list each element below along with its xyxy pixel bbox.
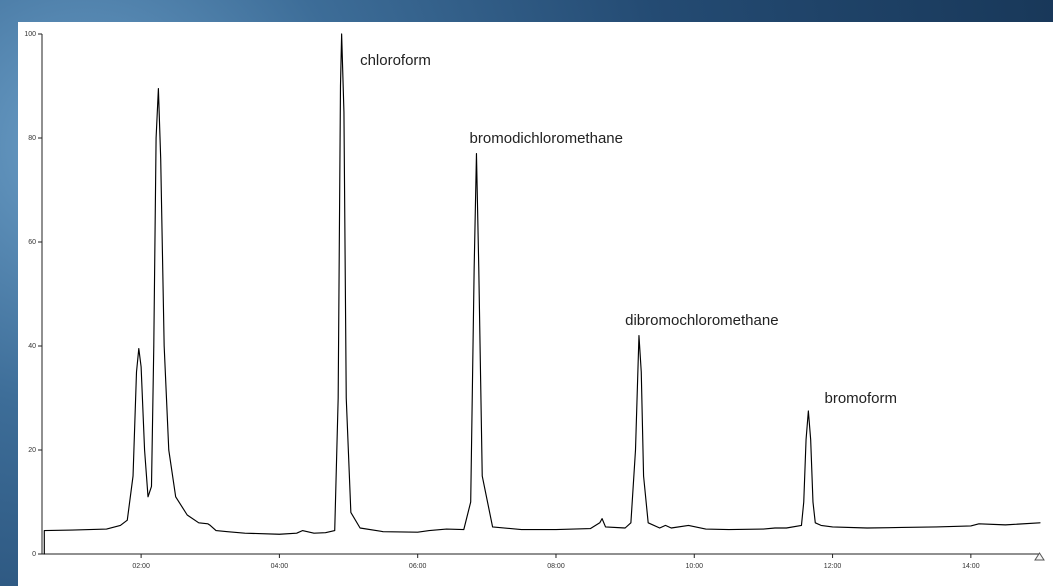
x-tick-label: 06:00 [409,563,427,570]
peak-label-1: bromodichloromethane [470,130,623,147]
x-tick-label: 12:00 [824,563,842,570]
x-tick-label: 14:00 [962,563,980,570]
x-tick-label: 04:00 [271,563,289,570]
peak-label-3: bromoform [824,390,897,407]
triangle-marker-icon [1034,552,1045,561]
y-tick-label: 20 [28,447,36,454]
y-tick-label: 60 [28,239,36,246]
peak-label-2: dibromochloromethane [625,312,778,329]
y-tick-label: 100 [24,31,36,38]
y-tick-label: 0 [32,551,36,558]
x-tick-label: 08:00 [547,563,565,570]
y-tick-label: 40 [28,343,36,350]
chart-panel [18,22,1053,586]
y-tick-label: 80 [28,135,36,142]
x-tick-label: 10:00 [686,563,704,570]
peak-label-0: chloroform [360,52,431,69]
x-tick-label: 02:00 [132,563,150,570]
chromatogram-trace [43,33,1041,555]
